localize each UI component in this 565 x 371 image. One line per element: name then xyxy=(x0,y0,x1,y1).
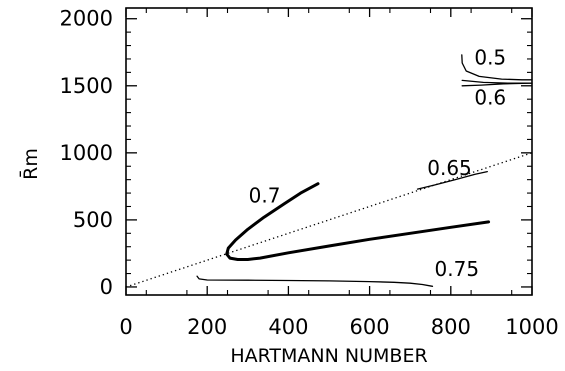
contour-curves xyxy=(125,54,533,288)
x-axis-label: HARTMANN NUMBER xyxy=(230,345,427,367)
y-axis: 0 500 1000 1500 2000 xyxy=(60,7,532,299)
y-axis-label: R̄m xyxy=(18,148,42,180)
contour-line-0-6-1 xyxy=(461,79,533,84)
x-tick-label: 400 xyxy=(268,315,308,339)
y-tick-label: 2000 xyxy=(60,7,113,31)
plot-border xyxy=(125,7,533,296)
contour-label-0-75: 0.75 xyxy=(435,257,480,281)
contour-line-0-5-0 xyxy=(461,54,533,81)
contour-labels: 0.5 0.6 0.65 0.7 0.75 xyxy=(249,45,507,281)
x-tick-label: 1000 xyxy=(505,315,558,339)
x-tick-label: 0 xyxy=(119,315,132,339)
y-tick-label: 500 xyxy=(73,208,113,232)
contour-label-0-5: 0.5 xyxy=(474,45,506,69)
contour-line-0-6-2 xyxy=(461,82,533,87)
y-tick-label: 1000 xyxy=(60,141,113,165)
x-tick-label: 600 xyxy=(350,315,390,339)
contour-line-0-75-5 xyxy=(196,275,434,287)
contour-label-0-7: 0.7 xyxy=(249,183,281,207)
x-tick-label: 800 xyxy=(431,315,471,339)
plot-frame xyxy=(125,7,533,296)
contour-line-0-7-4 xyxy=(225,182,491,261)
x-tick-label: 200 xyxy=(187,315,227,339)
y-tick-label: 1500 xyxy=(60,74,113,98)
contour-label-0-6: 0.6 xyxy=(474,86,506,110)
y-tick-label: 0 xyxy=(100,275,113,299)
contour-label-0-65: 0.65 xyxy=(427,156,472,180)
x-axis: 0 200 400 600 800 1000 xyxy=(119,8,559,339)
